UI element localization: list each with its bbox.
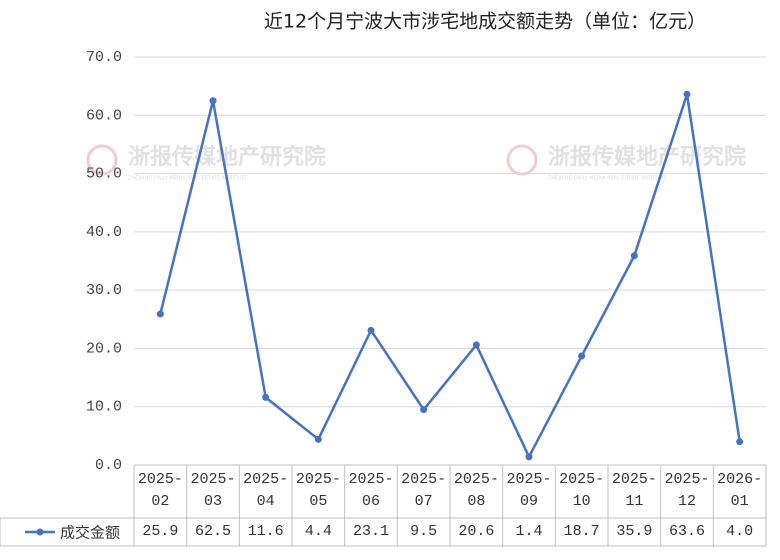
x-tick-label: 2025-06	[348, 471, 394, 510]
y-tick-label: 70.0	[86, 49, 122, 66]
value-label: 35.9	[616, 523, 653, 540]
value-label: 25.9	[142, 523, 179, 540]
y-tick-label: 50.0	[86, 166, 122, 183]
x-tick-label: 2025-03	[190, 471, 236, 510]
value-label: 4.0	[726, 523, 754, 540]
x-tick-label: 2025-07	[401, 471, 447, 510]
watermark: 浙报传媒地产研究院	[548, 144, 746, 170]
point	[525, 453, 533, 461]
value-label: 20.6	[458, 523, 495, 540]
value-label: 62.5	[194, 523, 231, 540]
point	[630, 252, 638, 260]
x-tick-label: 2025-11	[611, 471, 657, 510]
y-tick-label: 30.0	[86, 282, 122, 299]
point	[736, 438, 744, 446]
y-tick-label: 40.0	[86, 224, 122, 241]
legend-marker	[36, 528, 44, 536]
x-tick-label: 2026-01	[717, 471, 763, 510]
point	[578, 352, 586, 360]
point	[367, 326, 375, 334]
point	[262, 393, 270, 401]
watermark-logo	[506, 144, 538, 176]
value-label: 18.7	[563, 523, 600, 540]
value-label: 4.4	[304, 523, 332, 540]
line	[159, 93, 741, 460]
x-tick-label: 2025-09	[506, 471, 552, 510]
value-label: 63.6	[668, 523, 705, 540]
watermark-subtitle: ZHEJIANG DAILY MEDIA REAL ESTATE INSTITU…	[548, 176, 667, 182]
watermark-subtitle: ZHEJIANG DAILY MEDIA REAL ESTATE INSTITU…	[128, 176, 247, 182]
point	[156, 310, 164, 318]
watermark-logo	[86, 144, 118, 176]
x-tick-label: 2025-05	[295, 471, 341, 510]
y-tick-label: 10.0	[86, 399, 122, 416]
value-label: 9.5	[410, 523, 438, 540]
watermark: 浙报传媒地产研究院	[128, 144, 326, 170]
point	[314, 435, 322, 443]
y-tick-label: 0.0	[95, 457, 122, 474]
x-tick-label: 2025-10	[559, 471, 605, 510]
x-tick-label: 2025-02	[137, 471, 183, 510]
value-label: 23.1	[352, 523, 389, 540]
point	[683, 90, 691, 98]
point	[209, 97, 217, 105]
y-tick-label: 20.0	[86, 340, 122, 357]
value-label: 11.6	[247, 523, 284, 540]
legend-label: 成交金额	[60, 524, 120, 542]
x-tick-label: 2025-12	[664, 471, 710, 510]
watermark-group: 浙报传媒地产研究院 ZHEJIANG DAILY MEDIA REAL ESTA…	[86, 144, 746, 182]
x-tick-label: 2025-08	[453, 471, 499, 510]
point	[472, 341, 480, 349]
y-tick-label: 60.0	[86, 107, 122, 124]
x-tick-label: 2025-04	[243, 471, 289, 510]
value-label: 1.4	[515, 523, 543, 540]
chart-title: 近12个月宁波大市涉宅地成交额走势（单位：亿元）	[264, 11, 706, 33]
point	[420, 406, 428, 414]
